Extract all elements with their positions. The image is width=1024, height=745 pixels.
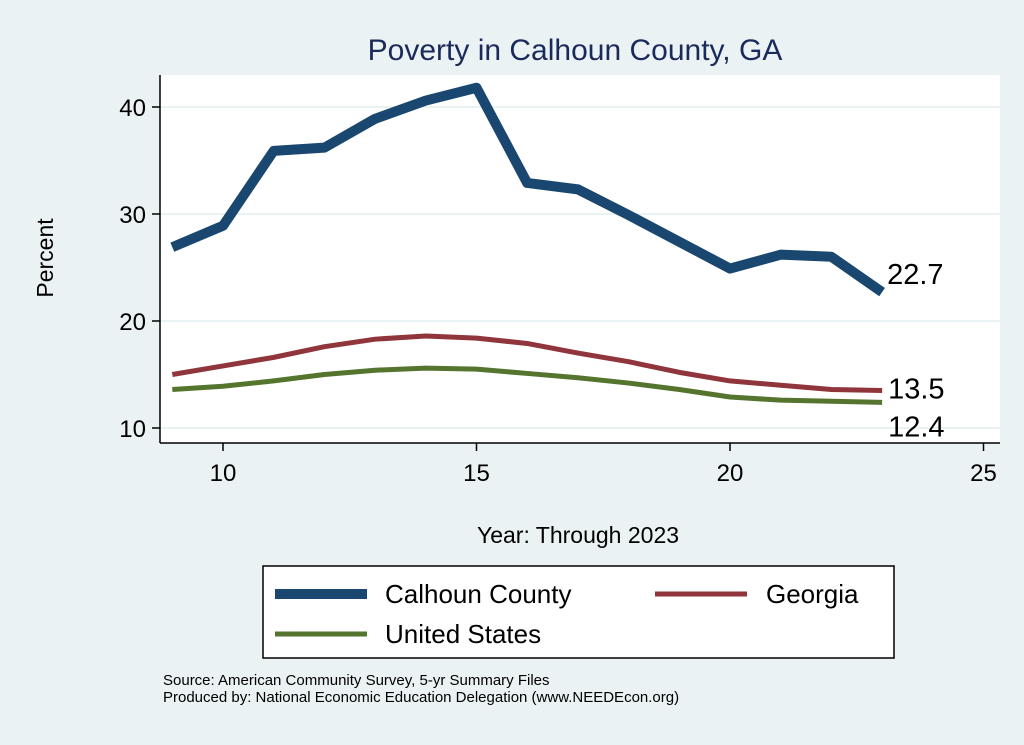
series-line-calhoun-county bbox=[170, 82, 885, 297]
series-line-georgia bbox=[171, 333, 883, 394]
produced-by-note: Produced by: National Economic Education… bbox=[163, 689, 680, 706]
y-tick-label: 40 bbox=[119, 95, 146, 122]
legend-box bbox=[262, 565, 895, 659]
legend: Calhoun County Georgia United States bbox=[262, 565, 895, 659]
x-tick-label: 20 bbox=[717, 460, 744, 487]
x-tick-label: 15 bbox=[463, 460, 490, 487]
series-line-united-states bbox=[172, 365, 883, 405]
legend-label: United States bbox=[385, 619, 541, 649]
plot-area bbox=[160, 75, 1000, 443]
end-value-label: 13.5 bbox=[888, 374, 944, 406]
legend-label: Georgia bbox=[766, 579, 859, 609]
x-tick-label: 10 bbox=[210, 460, 237, 487]
y-tick-label: 10 bbox=[119, 416, 146, 443]
y-tick-label: 20 bbox=[119, 309, 146, 336]
legend-label: Calhoun County bbox=[385, 579, 571, 609]
chart-title: Poverty in Calhoun County, GA bbox=[368, 34, 783, 67]
end-value-label: 22.7 bbox=[887, 259, 943, 291]
notes: Source: American Community Survey, 5-yr … bbox=[163, 672, 679, 706]
end-value-label: 12.4 bbox=[888, 411, 944, 443]
y-tick-label: 30 bbox=[119, 202, 146, 229]
x-tick-label: 25 bbox=[970, 460, 997, 487]
y-axis-label: Percent bbox=[32, 218, 58, 298]
x-axis-label: Year: Through 2023 bbox=[477, 522, 679, 548]
source-note: Source: American Community Survey, 5-yr … bbox=[163, 672, 550, 689]
